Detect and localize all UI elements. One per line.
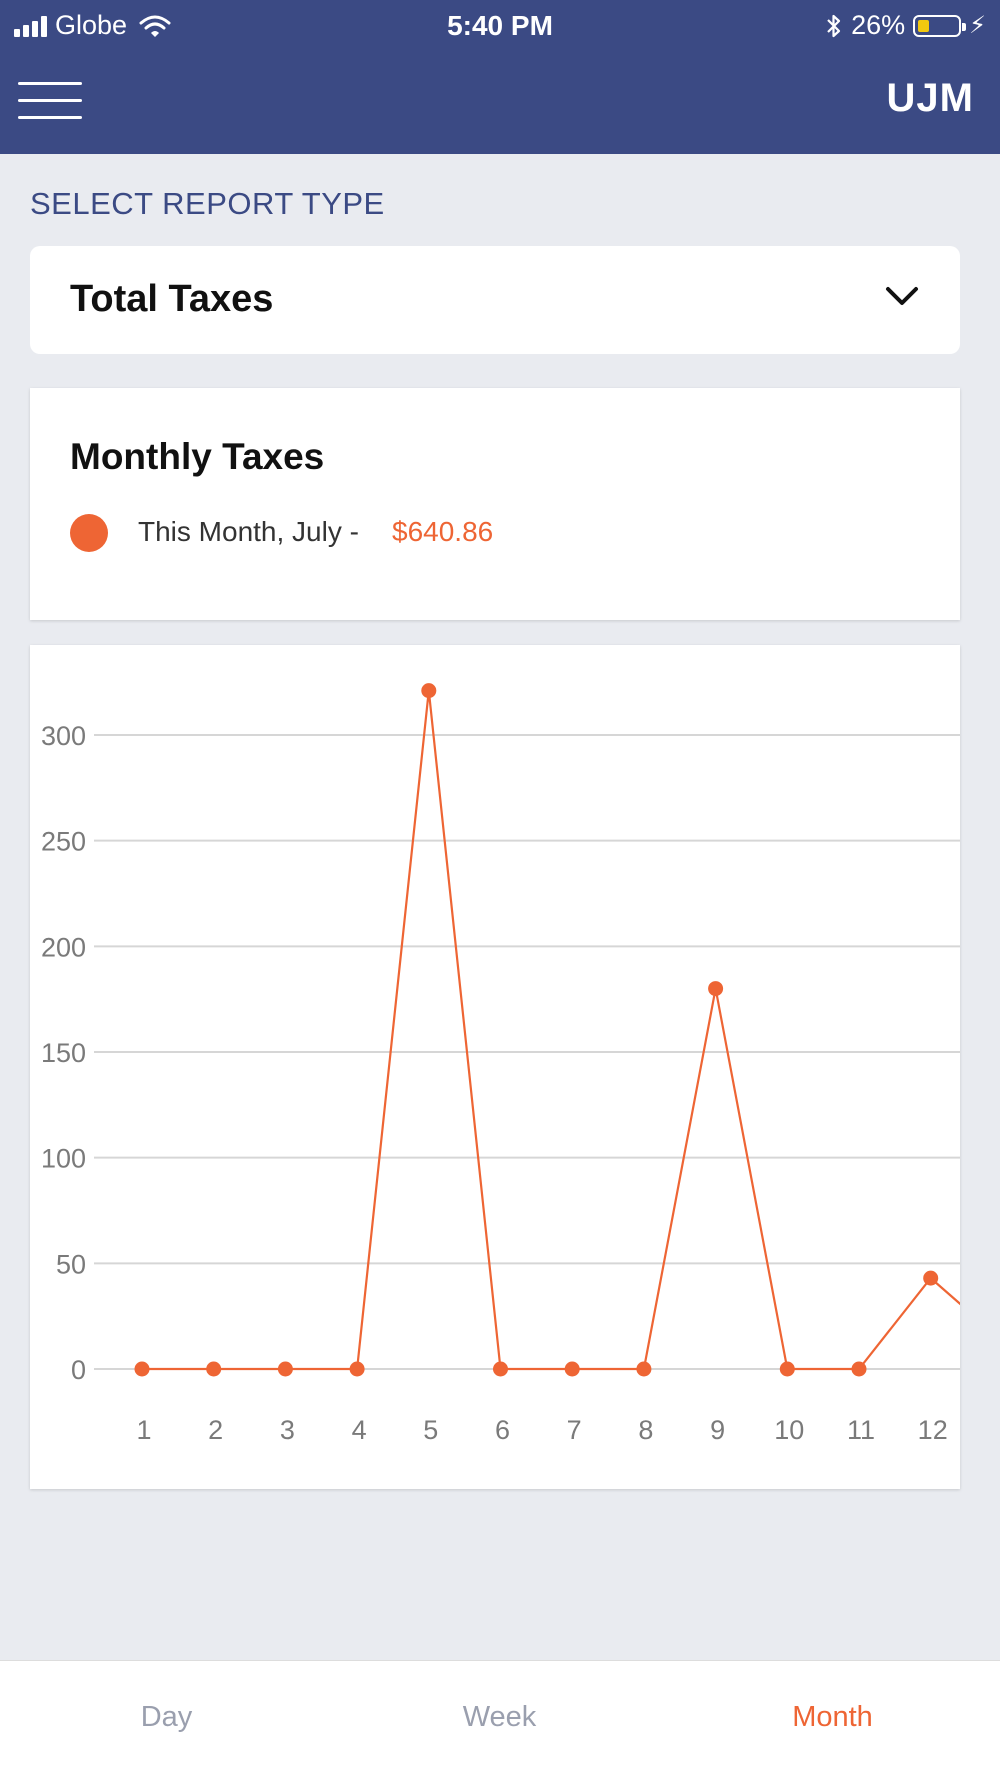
hamburger-menu-icon[interactable] [18,82,82,122]
data-point[interactable] [349,1361,365,1377]
y-tick-label: 150 [41,1038,86,1068]
x-tick-label: 10 [774,1415,804,1445]
x-tick-label: 3 [280,1415,295,1445]
line-chart: 0 50 100 150 200 250 300 1 2 3 4 5 6 7 8 9 10 11 12 [30,645,960,1489]
data-point[interactable] [493,1361,508,1377]
status-time: 5:40 PM [447,10,553,41]
x-tick-label: 8 [638,1415,653,1445]
status-bar: Globe 5:40 PM 26% ⚡ [0,0,1000,52]
data-point[interactable] [708,981,724,997]
status-left: Globe [14,10,171,41]
tab-week[interactable]: Week [462,1701,537,1733]
data-point[interactable] [851,1361,867,1377]
x-tick-label: 7 [567,1415,582,1445]
x-tick-label: 11 [847,1415,875,1445]
signal-icon [14,15,47,37]
report-type-value: Total Taxes [70,278,274,320]
summary-title: Monthly Taxes [70,436,325,477]
x-tick-label: 6 [495,1415,510,1445]
x-tick-label: 12 [918,1415,948,1445]
y-tick-label: 200 [41,932,86,962]
data-point[interactable] [421,683,437,699]
data-point[interactable] [277,1361,293,1377]
x-tick-label: 5 [423,1415,438,1445]
x-tick-label: 1 [136,1415,151,1445]
wifi-icon [139,15,171,37]
report-type-label: SELECT REPORT TYPE [30,186,385,221]
data-point[interactable] [779,1361,795,1377]
series-line [142,690,960,1371]
carrier-name: Globe [55,10,128,40]
y-tick-label: 0 [71,1355,86,1385]
summary-card: Monthly Taxes This Month, July - $640.86 [30,388,960,620]
data-point[interactable] [636,1361,652,1377]
x-tick-label: 2 [208,1415,223,1445]
tab-month[interactable]: Month [792,1701,873,1733]
legend-label: This Month, July - [138,516,359,547]
legend-dot [70,514,108,552]
report-type-dropdown[interactable]: Total Taxes [30,246,960,354]
y-tick-label: 50 [56,1249,86,1279]
data-point[interactable] [134,1361,150,1377]
data-point[interactable] [923,1270,939,1286]
data-point[interactable] [206,1361,222,1377]
y-tick-label: 300 [41,721,86,751]
charging-icon: ⚡ [969,12,986,39]
x-tick-label: 9 [710,1415,725,1445]
battery-percent: 26% [851,10,906,40]
battery-icon [913,14,967,37]
brand-logo: UJM [886,76,974,120]
tab-day[interactable]: Day [140,1701,193,1733]
tab-bar: Day Week Month [0,1660,1000,1779]
y-tick-label: 250 [41,827,86,857]
app-header: Globe 5:40 PM 26% ⚡ UJM [0,0,1000,154]
chevron-down-icon [886,287,918,305]
legend-amount: $640.86 [392,516,494,547]
y-tick-label: 100 [41,1144,86,1174]
x-tick-label: 4 [352,1415,367,1445]
data-point[interactable] [564,1361,580,1377]
bluetooth-icon [827,14,841,37]
status-right: 26% ⚡ [825,10,986,41]
